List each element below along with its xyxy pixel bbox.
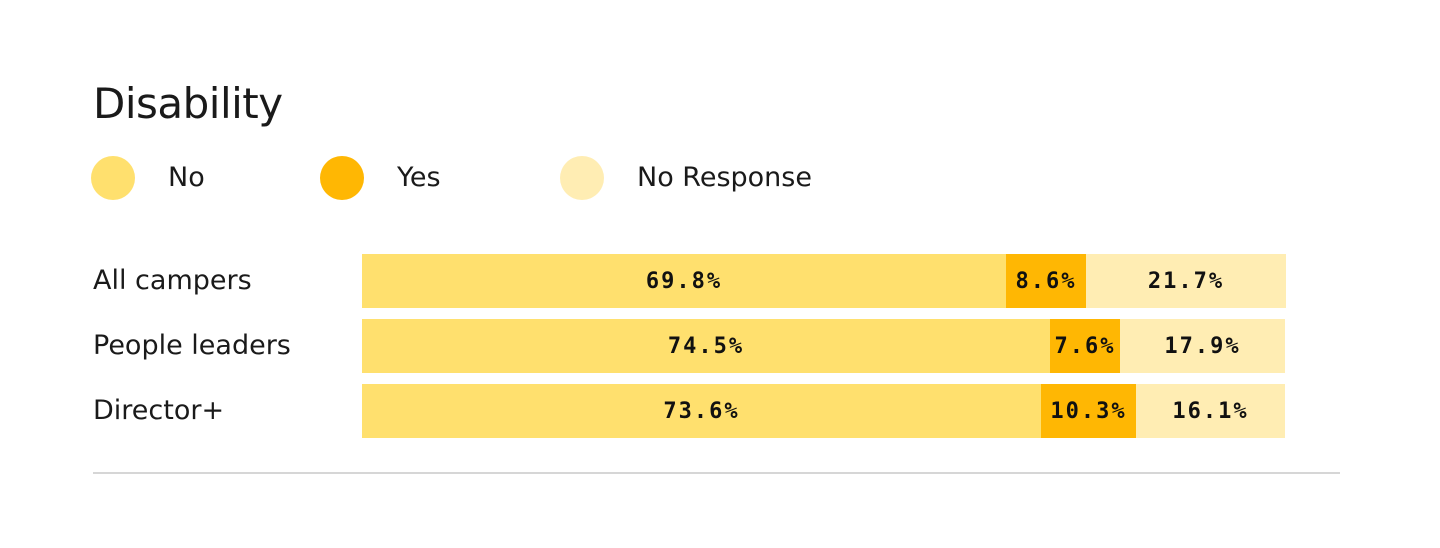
category-label-all-campers: All campers (93, 265, 252, 296)
bar-segment-no: 69.8% (362, 254, 1006, 308)
category-label-people-leaders: People leaders (93, 330, 291, 361)
data-label: 17.9% (1164, 333, 1241, 359)
legend-swatch-no-response (560, 156, 604, 200)
legend-swatch-no (91, 156, 135, 200)
bar-all-campers: 69.8% 8.6% 21.7% (362, 254, 1286, 308)
data-label: 16.1% (1172, 398, 1249, 424)
bar-segment-no-response: 21.7% (1086, 254, 1286, 308)
bar-segment-no-response: 17.9% (1120, 319, 1285, 373)
bar-segment-no: 73.6% (362, 384, 1041, 438)
data-label: 73.6% (663, 398, 740, 424)
data-label: 7.6% (1054, 333, 1116, 359)
data-label: 10.3% (1050, 398, 1127, 424)
bar-segment-yes: 8.6% (1006, 254, 1086, 308)
bar-people-leaders: 74.5% 7.6% 17.9% (362, 319, 1285, 373)
legend-label-no-response: No Response (637, 162, 812, 193)
bar-segment-yes: 7.6% (1050, 319, 1120, 373)
data-label: 21.7% (1147, 268, 1225, 294)
bottom-divider (93, 472, 1340, 474)
chart-title: Disability (93, 79, 283, 128)
legend-label-yes: Yes (397, 162, 441, 193)
data-label: 8.6% (1015, 268, 1077, 294)
data-label: 69.8% (645, 268, 723, 294)
bar-segment-yes: 10.3% (1041, 384, 1136, 438)
legend-swatch-yes (320, 156, 364, 200)
category-label-director-plus: Director+ (93, 395, 225, 426)
legend-label-no: No (168, 162, 205, 193)
bar-director-plus: 73.6% 10.3% 16.1% (362, 384, 1285, 438)
bar-segment-no: 74.5% (362, 319, 1050, 373)
data-label: 74.5% (667, 333, 745, 359)
bar-segment-no-response: 16.1% (1136, 384, 1285, 438)
